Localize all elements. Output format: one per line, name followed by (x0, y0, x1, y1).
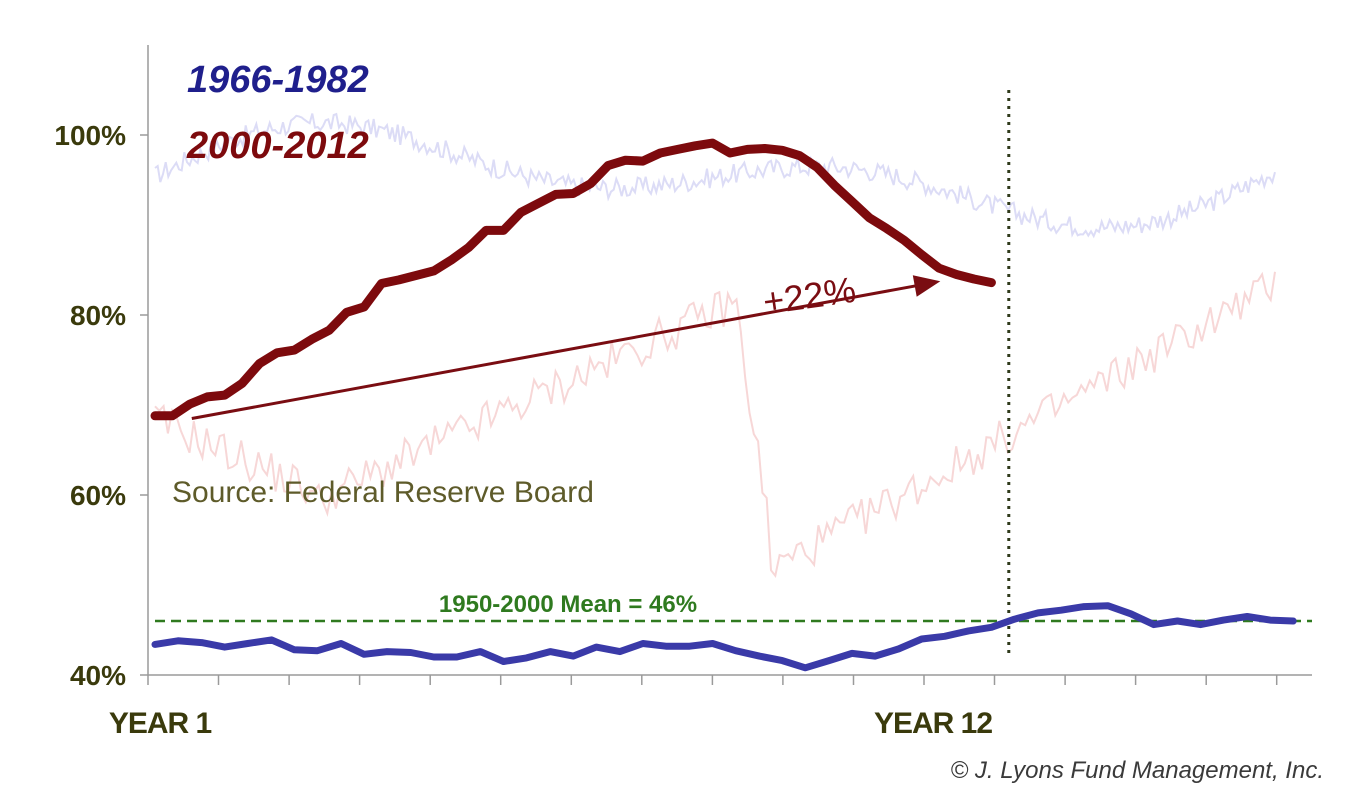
series-line-2000-2012 (150, 138, 996, 421)
series-line-1966-1982 (151, 602, 1297, 672)
x-label-year-1: YEAR 1 (109, 707, 212, 740)
source-note: Source: Federal Reserve Board (172, 476, 594, 509)
legend-1966-1982: 1966-1982 (187, 59, 369, 101)
x-label-year-12: YEAR 12 (874, 707, 992, 740)
y-tick-label: 60% (70, 480, 126, 511)
y-tick-label: 80% (70, 300, 126, 331)
y-tick-label: 40% (70, 660, 126, 691)
change-arrow-label: +22% (760, 269, 858, 323)
y-tick-labels: 40% 60% 80% 100% (54, 120, 126, 691)
copyright-note: © J. Lyons Fund Management, Inc. (951, 757, 1324, 784)
background-index-series (154, 112, 1276, 578)
background-index-line (154, 112, 1276, 239)
background-index-line (154, 271, 1276, 578)
change-arrow-head (912, 275, 941, 297)
y-tick-label: 100% (54, 120, 126, 151)
x-labels: YEAR 1 YEAR 12 (109, 707, 994, 740)
change-arrow-line (191, 283, 919, 420)
mean-line-label: 1950-2000 Mean = 46% (439, 591, 697, 618)
axis-ticks (140, 134, 1278, 685)
legend-2000-2012: 2000-2012 (186, 125, 369, 167)
